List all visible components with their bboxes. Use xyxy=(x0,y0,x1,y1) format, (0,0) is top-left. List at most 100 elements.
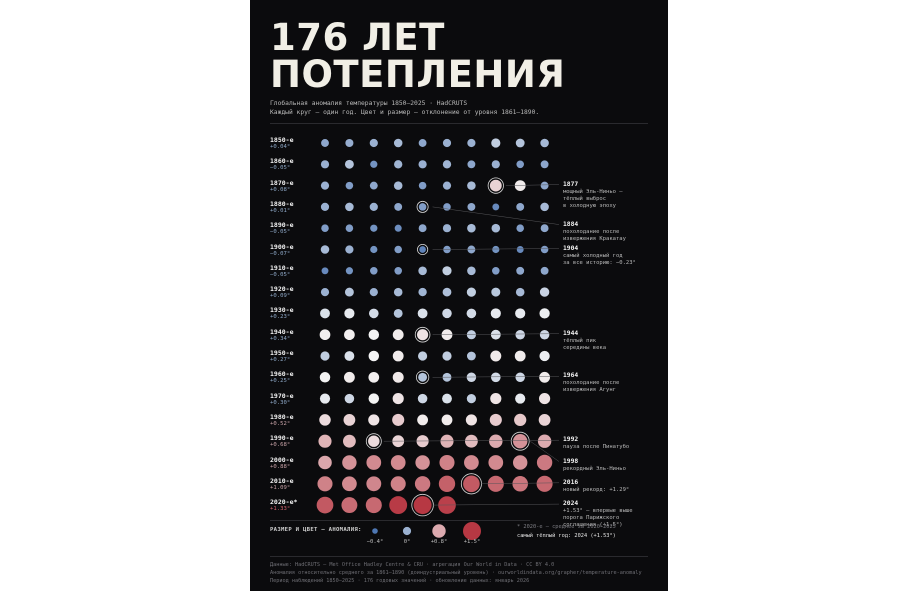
year-dot xyxy=(536,475,553,492)
year-dot-highlight-ring xyxy=(510,431,530,451)
year-dot xyxy=(466,394,476,404)
decade-label: 1860-е −0.05° xyxy=(270,157,310,172)
year-dot xyxy=(344,393,355,404)
year-dot xyxy=(394,160,403,169)
annotation: 1884 похолодание после извержения Краката… xyxy=(563,221,663,243)
annotation-leader-line xyxy=(432,503,560,506)
decade-mean-anomaly: −0.05° xyxy=(270,229,291,236)
year-dot xyxy=(369,138,378,148)
decade-name: 1970-е xyxy=(270,391,294,400)
year-dot xyxy=(345,245,354,254)
year-dot xyxy=(393,308,403,318)
year-dot xyxy=(515,393,526,404)
warmest-year-note: самый тёплый год: 2024 (+1.53°) xyxy=(517,533,616,539)
year-dot xyxy=(345,267,354,275)
year-dot xyxy=(394,267,402,275)
year-dot xyxy=(368,350,380,362)
annotation-leader-line xyxy=(481,482,560,485)
year-dot xyxy=(320,181,330,190)
year-dot xyxy=(516,266,525,275)
decade-name: 1990-е xyxy=(270,434,294,443)
year-dot xyxy=(492,245,500,254)
annotation-text: похолодание после извержения Агунг xyxy=(563,380,620,394)
year-dot xyxy=(540,138,549,148)
decade-name: 1960-е xyxy=(270,370,294,379)
annotation: 1992 пауза после Пинатубо xyxy=(563,436,663,451)
year-dot xyxy=(466,308,477,319)
year-dot xyxy=(344,329,355,341)
year-dot xyxy=(489,434,503,448)
year-dot-highlight-ring xyxy=(416,200,429,213)
year-dot xyxy=(539,287,550,297)
decade-name: 1880-е xyxy=(270,199,294,208)
decade-label: 1990-е +0.68° xyxy=(270,434,310,449)
decade-label: 1930-е +0.23° xyxy=(270,306,310,321)
year-dot xyxy=(345,202,354,212)
legend-title: РАЗМЕР И ЦВЕТ — АНОМАЛИЯ: xyxy=(270,527,362,533)
annotation: 1904 самый холодный год за все историю: −… xyxy=(563,245,663,267)
year-dot xyxy=(414,476,431,492)
year-dot xyxy=(490,308,501,319)
year-dot xyxy=(418,160,427,169)
subtitle-line2: Каждый круг — один год. Цвет и размер — … xyxy=(270,109,540,116)
decade-name: 1940-е xyxy=(270,327,294,336)
year-dot xyxy=(418,266,427,276)
year-dot xyxy=(540,245,549,254)
year-dot xyxy=(390,476,406,492)
annotation-year: 1944 xyxy=(563,329,579,337)
annotation-leader-line xyxy=(383,439,560,442)
year-dot xyxy=(442,266,452,276)
legend-label: 0° xyxy=(403,539,411,545)
decade-label: 1950-е +0.27° xyxy=(270,349,310,364)
year-dot xyxy=(492,203,500,211)
decade-mean-anomaly: +0.52° xyxy=(270,420,291,427)
year-dot xyxy=(341,497,358,514)
legend-divider xyxy=(270,520,530,521)
year-dot xyxy=(321,267,329,275)
year-dot xyxy=(492,267,500,275)
annotation-leader-line xyxy=(432,376,560,378)
annotation-leader-line xyxy=(530,440,560,462)
year-dot xyxy=(466,330,476,340)
annotation-text: мощный Эль-Ниньо — тёплый выброс в холод… xyxy=(563,188,623,209)
year-dot xyxy=(515,308,526,319)
legend-dot xyxy=(372,528,378,534)
year-dot xyxy=(316,496,334,514)
year-dot xyxy=(368,371,380,383)
year-dot xyxy=(370,267,378,275)
year-dot xyxy=(467,181,476,190)
year-dot xyxy=(418,181,427,190)
footnote-decade: * 2020-е — среднее за 2020–2025 xyxy=(517,524,616,530)
year-dot xyxy=(514,413,527,427)
year-dot xyxy=(368,435,380,447)
year-dot xyxy=(488,455,504,470)
year-dot xyxy=(394,202,403,211)
year-dot xyxy=(318,434,332,448)
year-dot xyxy=(389,496,408,515)
annotation: 2024 +1.53° — впервые выше порога Парижск… xyxy=(563,500,663,529)
year-dot xyxy=(344,287,354,297)
annotation-leader-line xyxy=(432,333,560,335)
year-dot xyxy=(515,372,525,383)
year-dot xyxy=(317,476,333,492)
year-dot xyxy=(539,371,551,383)
year-dot xyxy=(515,138,525,148)
year-dot-grid xyxy=(316,138,560,540)
year-dot xyxy=(319,414,331,426)
annotation-text: +1.53° — впервые выше порога Парижского … xyxy=(563,508,633,529)
year-dot xyxy=(466,372,477,383)
decade-mean-anomaly: −0.07° xyxy=(270,250,291,257)
year-dot xyxy=(540,224,549,233)
year-dot xyxy=(369,287,378,297)
year-dot xyxy=(442,138,452,148)
footer-period: Период наблюдений 1850–2025 · 176 годовы… xyxy=(270,578,530,584)
decade-mean-anomaly: +0.23° xyxy=(270,314,291,321)
decade-mean-anomaly: +0.27° xyxy=(270,357,291,363)
year-dot xyxy=(516,224,524,232)
year-dot xyxy=(321,224,329,232)
footer-baseline: Аномалия относительно среднего за 1861–1… xyxy=(270,570,642,576)
year-dot-highlight-ring xyxy=(365,433,382,450)
decade-name: 1860-е xyxy=(270,157,294,166)
annotation: 1998 рекордный Эль-Ниньо xyxy=(563,458,663,473)
decade-name: 1910-е xyxy=(270,263,294,272)
